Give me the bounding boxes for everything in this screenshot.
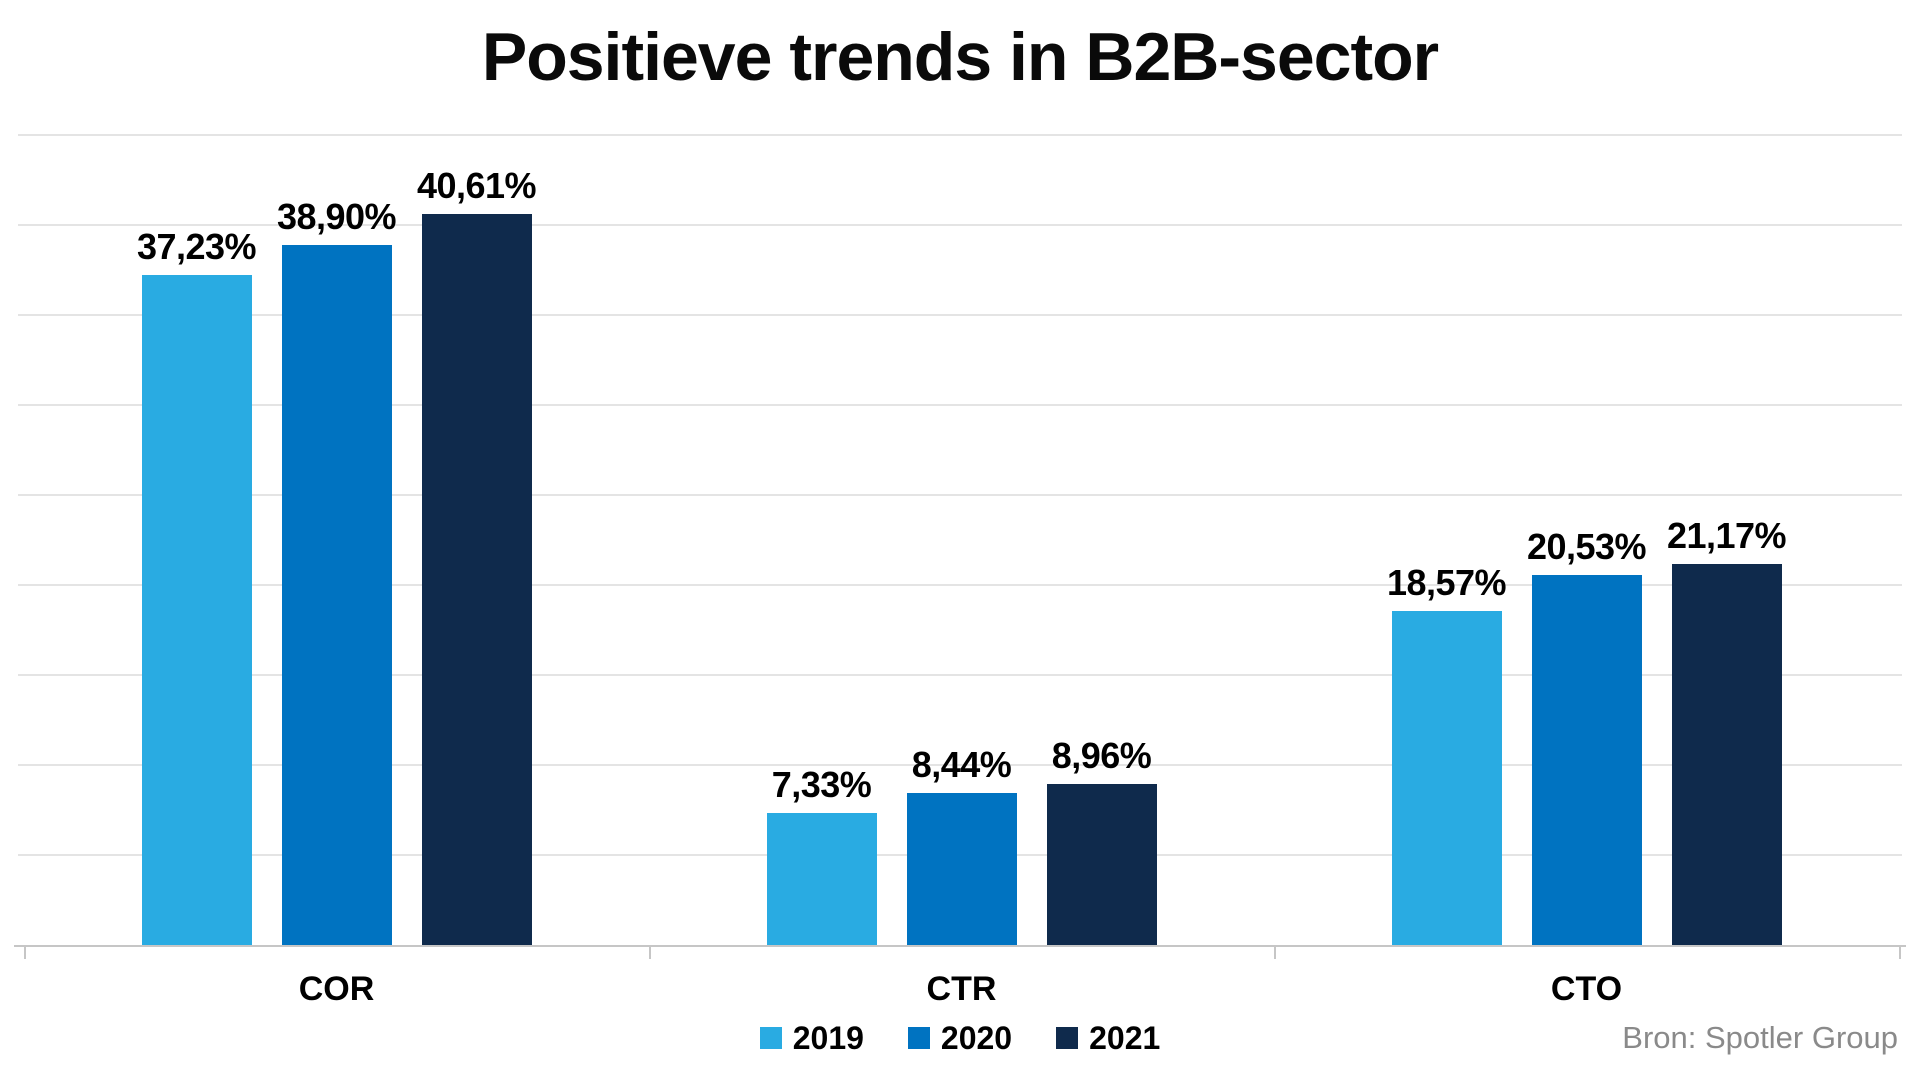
category-label-cor: COR — [298, 970, 375, 1008]
legend-item-2021: 2021 — [1056, 1022, 1160, 1054]
bar-ctr-2019 — [766, 813, 877, 945]
x-axis-tick — [24, 945, 26, 959]
legend-swatch-2021 — [1056, 1027, 1079, 1049]
bar-value-label-cor-2020: 38,90% — [276, 195, 397, 237]
gridline-25pct — [18, 494, 1902, 496]
bar-value-label-ctr-2020: 8,44% — [911, 744, 1012, 786]
legend-label-2019: 2019 — [792, 1020, 864, 1056]
bar-value-label-ctr-2019: 7,33% — [771, 764, 872, 806]
x-axis-tick — [1899, 945, 1901, 959]
bar-value-label-cor-2021: 40,61% — [416, 165, 537, 207]
gridline-45pct — [18, 134, 1902, 136]
bar-cor-2020 — [281, 244, 392, 945]
gridline-35pct — [18, 314, 1902, 316]
x-axis-tick — [1274, 945, 1276, 959]
bar-value-label-ctr-2021: 8,96% — [1051, 734, 1152, 776]
source-credit: Bron: Spotler Group — [1622, 1020, 1898, 1055]
bar-cor-2021 — [421, 214, 532, 945]
gridline-15pct — [18, 674, 1902, 676]
legend-item-2019: 2019 — [759, 1020, 864, 1056]
gridline-10pct — [18, 764, 1902, 766]
legend-item-2020: 2020 — [907, 1020, 1013, 1056]
gridline-30pct — [18, 404, 1902, 406]
legend-label-2020: 2020 — [940, 1020, 1013, 1056]
bar-value-label-cor-2019: 37,23% — [136, 225, 257, 267]
bar-ctr-2020 — [906, 793, 1017, 945]
category-label-ctr: CTR — [926, 970, 997, 1008]
gridline-40pct — [18, 224, 1902, 226]
bar-cto-2021 — [1671, 563, 1782, 945]
x-axis-baseline — [14, 945, 1906, 947]
legend: 2019 2020 2021 — [0, 1022, 1920, 1054]
legend-swatch-2019 — [759, 1027, 782, 1049]
bar-cor-2019 — [141, 274, 252, 945]
legend-label-2021: 2021 — [1089, 1020, 1161, 1056]
bar-value-label-cto-2019: 18,57% — [1386, 561, 1507, 603]
category-label-cto: CTO — [1550, 970, 1623, 1008]
bar-cto-2019 — [1391, 610, 1502, 945]
legend-swatch-2020 — [907, 1027, 930, 1049]
bar-value-label-cto-2020: 20,53% — [1526, 526, 1647, 568]
gridline-20pct — [18, 584, 1902, 586]
x-axis-tick — [649, 945, 651, 959]
bar-cto-2020 — [1531, 575, 1642, 945]
chart-title: Positieve trends in B2B-sector — [481, 19, 1439, 95]
bar-ctr-2021 — [1046, 783, 1157, 945]
bar-value-label-cto-2021: 21,17% — [1666, 514, 1787, 556]
